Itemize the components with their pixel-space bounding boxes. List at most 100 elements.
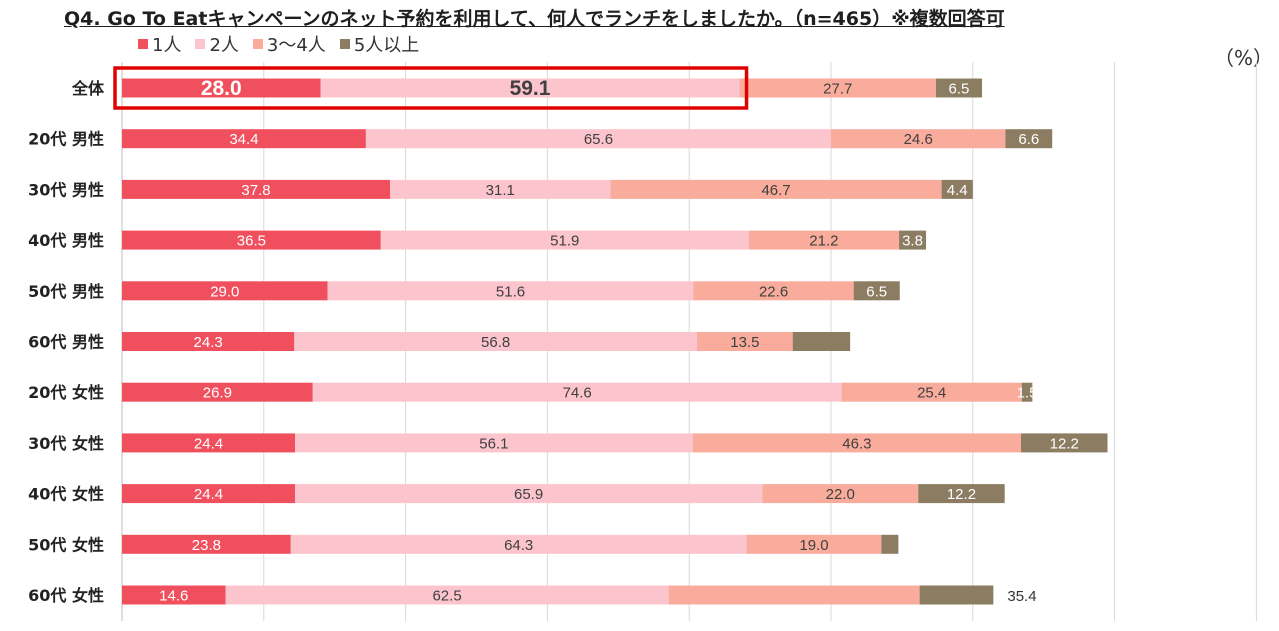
data-label: 13.5 [730, 334, 759, 351]
bar-segment [294, 332, 697, 351]
legend-item: 3〜4人 [252, 31, 326, 57]
data-label: 24.6 [904, 131, 933, 148]
data-label: 22.0 [826, 486, 855, 503]
category-label: 20代 男性 [28, 130, 104, 149]
data-label: 56.8 [481, 334, 510, 351]
data-label: 36.5 [237, 233, 266, 250]
chart-legend: 1人 2人 3〜4人 5人以上 [138, 32, 419, 56]
category-label: 20代 女性 [28, 383, 104, 402]
data-label: 3.8 [902, 233, 923, 250]
data-label: 34.4 [229, 131, 258, 148]
bar-segment [294, 433, 693, 453]
bar-segment [327, 281, 694, 301]
data-label: 21.2 [809, 233, 838, 250]
data-label: 46.7 [761, 182, 790, 199]
data-label: 24.4 [194, 486, 223, 503]
data-label: 64.3 [504, 537, 533, 554]
legend-label: 5人以上 [353, 35, 420, 56]
bar-segment [1021, 382, 1033, 402]
legend-label: 2人 [209, 35, 239, 56]
bar-segment [919, 585, 994, 605]
data-label: 62.5 [432, 588, 461, 605]
chart-title: Q4. Go To Eatキャンペーンのネット予約を利用して、何人でランチをしま… [64, 8, 1005, 30]
data-label: 46.3 [842, 435, 871, 452]
legend-swatch [195, 39, 206, 49]
bar-segment [935, 78, 983, 98]
bar-segment [693, 281, 854, 301]
bar-segment [792, 332, 851, 351]
category-label: 40代 男性 [28, 231, 104, 250]
legend-item: 1人 [138, 31, 181, 57]
category-label: 50代 男性 [28, 282, 104, 301]
data-label: 59.1 [510, 77, 551, 100]
unit-label: （%） [1214, 46, 1274, 70]
data-label: 12.2 [1050, 435, 1079, 452]
data-label: 29.0 [210, 283, 239, 300]
bar-segment [225, 585, 669, 605]
bar-segment [853, 281, 900, 301]
highlight-box [113, 66, 749, 110]
data-label: 37.8 [241, 182, 270, 199]
bar-segment [122, 230, 381, 250]
data-label: 24.3 [194, 334, 223, 351]
data-label: 6.6 [1018, 131, 1039, 148]
category-label: 60代 男性 [28, 333, 104, 352]
bar-segment [918, 484, 1005, 504]
category-label: 全体 [71, 79, 105, 98]
data-label: 23.8 [192, 537, 221, 554]
bar-segment [748, 230, 900, 250]
bar-segment [746, 534, 882, 554]
bar-segment [290, 534, 747, 554]
bar-segment [320, 78, 740, 98]
bar-segment [312, 382, 842, 402]
data-label: 25.4 [917, 385, 946, 402]
bar-segment [668, 585, 920, 605]
data-label: 1.5 [1017, 385, 1038, 402]
bar-segment [390, 179, 611, 199]
bar-segment [122, 332, 295, 351]
data-label: 65.6 [584, 131, 613, 148]
data-label: 31.1 [486, 182, 515, 199]
data-label: 56.1 [479, 435, 508, 452]
bar-segment [122, 433, 295, 453]
data-label: 26.9 [203, 385, 232, 402]
data-label: 51.9 [550, 233, 579, 250]
bar-segment [696, 332, 793, 351]
legend-item: 2人 [195, 31, 239, 57]
bar-segment [831, 129, 1006, 149]
bar-segment [610, 179, 942, 199]
legend-swatch [252, 39, 263, 49]
data-label: 28.0 [201, 77, 242, 100]
bar-segment [365, 129, 831, 149]
legend-swatch [339, 39, 350, 49]
bar-segment [122, 484, 295, 504]
data-label: 6.5 [866, 283, 887, 300]
legend-item: 5人以上 [339, 31, 420, 57]
bar-segment [294, 484, 763, 504]
bar-segment [122, 281, 328, 301]
bar-segment [739, 78, 936, 98]
data-label: 14.6 [159, 588, 188, 605]
bar-segment [762, 484, 919, 504]
data-label: 12.2 [947, 486, 976, 503]
category-label: 50代 女性 [28, 535, 104, 554]
bar-segment [692, 433, 1022, 453]
category-label: 40代 女性 [28, 485, 104, 504]
outside-data-label: 35.4 [1007, 588, 1036, 605]
bar-segment [122, 382, 313, 402]
legend-label: 3〜4人 [266, 35, 326, 56]
bar-segment [881, 534, 899, 554]
data-label: 22.6 [759, 283, 788, 300]
bar-segment [380, 230, 749, 250]
bar-segment [841, 382, 1022, 402]
category-label: 60代 女性 [28, 586, 104, 605]
bar-segment [122, 585, 226, 605]
data-label: 51.6 [496, 283, 525, 300]
bar-segment [941, 179, 973, 199]
bar-segment [1021, 433, 1108, 453]
data-label: 74.6 [563, 385, 592, 402]
data-label: 24.4 [194, 435, 223, 452]
bar-segment [122, 78, 321, 98]
legend-label: 1人 [152, 35, 182, 56]
